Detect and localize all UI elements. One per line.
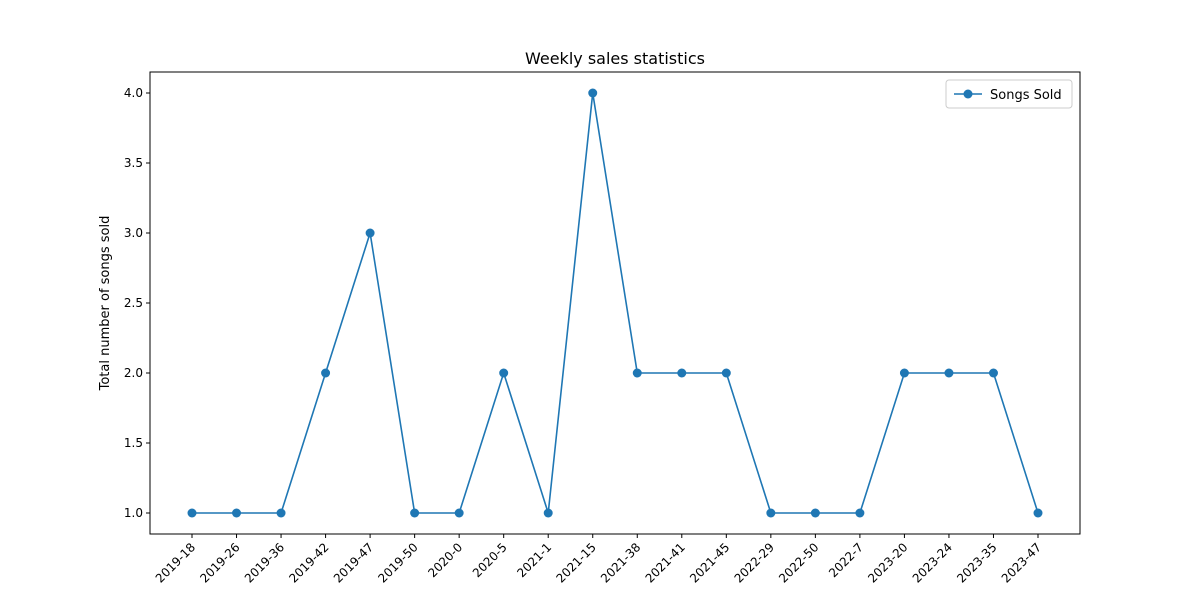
x-tick-label: 2019-36 [242,540,287,585]
data-point [232,508,242,518]
data-point [766,508,776,518]
x-tick-label: 2021-41 [643,540,688,585]
data-point [588,88,598,98]
x-tick-label: 2019-18 [153,540,198,585]
y-tick-label: 2.0 [124,366,143,380]
x-tick-label: 2019-42 [286,540,331,585]
x-tick-label: 2021-38 [598,540,643,585]
x-tick-label: 2021-45 [687,540,732,585]
y-tick-label: 3.5 [124,156,143,170]
data-point [321,368,331,378]
x-tick-label: 2023-35 [954,540,999,585]
x-tick-label: 2019-50 [375,540,420,585]
legend-box [945,79,1073,109]
data-point [454,508,464,518]
data-point [810,508,820,518]
x-tick-label: 2020-5 [470,540,510,580]
plot-frame [149,71,1081,535]
y-tick-label: 3.0 [124,226,143,240]
y-tick-label: 1.0 [124,506,143,520]
data-point [721,368,731,378]
data-point [1033,508,1043,518]
data-point [276,508,286,518]
chart-title: Weekly sales statistics [525,49,705,68]
data-point [499,368,509,378]
y-tick-label: 4.0 [124,86,143,100]
x-tick-label: 2023-24 [910,540,955,585]
data-point [365,228,375,238]
x-tick-label: 2023-47 [999,540,1044,585]
data-point [944,368,954,378]
x-tick-label: 2022-29 [732,540,777,585]
data-point [899,368,909,378]
x-tick-label: 2023-20 [865,540,910,585]
data-point [677,368,687,378]
legend-label: Songs Sold [990,88,1062,103]
legend-marker-swatch [963,89,973,99]
x-tick-label: 2020-0 [425,540,465,580]
data-point [543,508,553,518]
data-point [988,368,998,378]
x-tick-label: 2019-26 [197,540,242,585]
data-point [187,508,197,518]
data-point [855,508,865,518]
x-tick-label: 2021-15 [554,540,599,585]
x-tick-label: 2022-50 [776,540,821,585]
x-tick-label: 2019-47 [331,540,376,585]
y-tick-label: 2.5 [124,296,143,310]
y-tick-label: 1.5 [124,436,143,450]
series-line [192,92,1039,514]
data-point [632,368,642,378]
x-tick-label: 2022-7 [826,540,866,580]
y-axis-label: Total number of songs sold [98,216,113,392]
x-tick-label: 2021-1 [514,540,554,580]
data-point [410,508,420,518]
